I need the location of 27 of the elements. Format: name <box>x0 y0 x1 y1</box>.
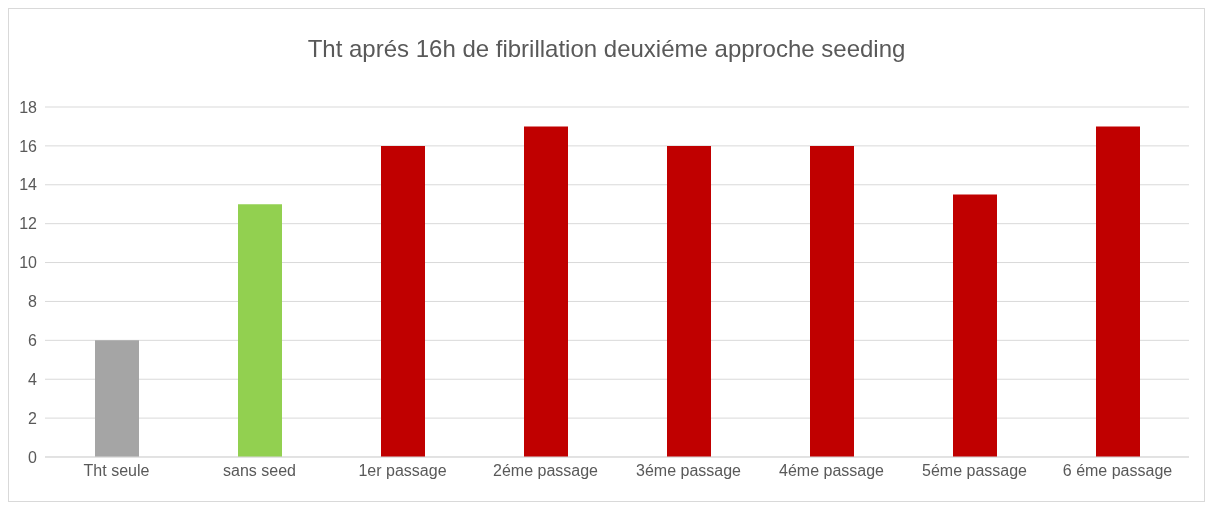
bar <box>381 145 425 457</box>
x-tick-label: Tht seule <box>83 462 150 480</box>
x-tick-label: 4éme passage <box>779 462 885 480</box>
bar <box>667 145 711 457</box>
x-tick-label: 3éme passage <box>636 462 742 480</box>
y-tick-label: 14 <box>19 176 38 194</box>
x-tick-label: 5éme passage <box>922 462 1028 480</box>
bar <box>95 340 139 457</box>
bar <box>953 194 997 457</box>
y-tick-label: 10 <box>19 254 38 272</box>
x-tick-label: sans seed <box>223 462 296 480</box>
y-tick-label: 12 <box>19 215 38 233</box>
y-tick-label: 4 <box>28 370 38 388</box>
bar <box>810 145 854 457</box>
y-tick-label: 8 <box>28 293 38 311</box>
y-tick-label: 16 <box>19 137 38 155</box>
bar <box>524 126 568 457</box>
y-tick-label: 2 <box>28 409 38 427</box>
y-tick-label: 6 <box>28 332 38 350</box>
y-tick-label: 18 <box>19 98 38 116</box>
x-tick-label: 1er passage <box>358 462 447 480</box>
chart-title: Tht aprés 16h de fibrillation deuxiéme approche seeding <box>306 35 907 63</box>
y-tick-label: 0 <box>28 448 38 466</box>
x-tick-label: 6 éme passage <box>1062 462 1173 480</box>
bar <box>238 204 282 457</box>
x-tick-label: 2éme passage <box>493 462 599 480</box>
bar <box>1096 126 1140 457</box>
